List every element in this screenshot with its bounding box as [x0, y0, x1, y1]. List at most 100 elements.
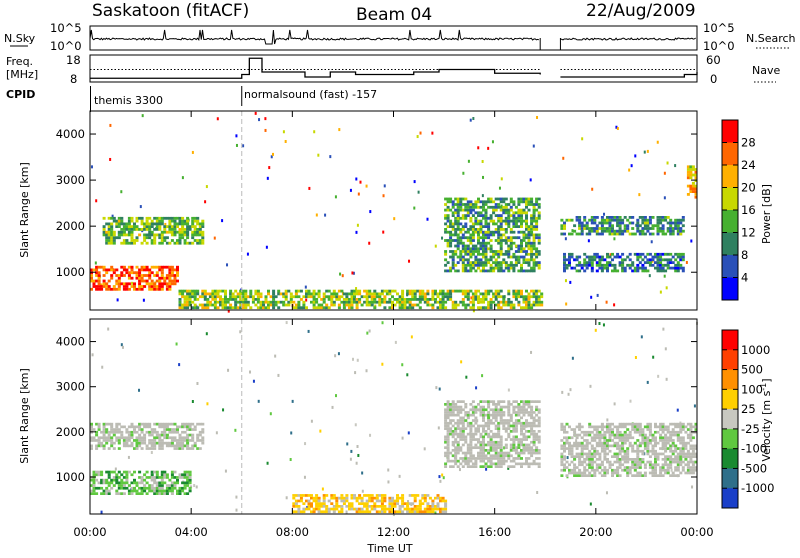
scatter-cell: [160, 219, 164, 223]
scatter-cell: [471, 228, 475, 231]
nsky-trace-layer: [89, 29, 696, 50]
scatter-cell: [681, 436, 685, 440]
scatter-cell: [292, 300, 296, 304]
scatter-cell: [525, 244, 528, 248]
scatter-cell: [527, 239, 531, 242]
scatter-cell: [110, 481, 114, 485]
scatter-cell: [183, 425, 187, 429]
scatter-cell: [345, 292, 349, 296]
scatter-cell: [133, 489, 136, 493]
scatter-cell: [350, 295, 354, 299]
scatter-cell: [183, 439, 187, 442]
scatter-cell: [616, 468, 620, 472]
scatter-cell: [158, 476, 162, 479]
scatter-cell: [659, 433, 663, 437]
scatter-cell: [411, 507, 415, 511]
scatter-cell: [628, 444, 632, 448]
scatter-cell: [178, 441, 182, 445]
scatter-cell: [671, 433, 675, 437]
scatter-cell: [560, 218, 564, 222]
scatter-cell: [648, 439, 652, 442]
scatter-cell: [170, 228, 174, 231]
scatter-cell: [494, 230, 498, 234]
scatter-cell: [148, 476, 152, 479]
scatter-cell: [608, 439, 612, 442]
scatter-cell: [492, 261, 496, 264]
scatter-cell: [482, 216, 485, 220]
scatter-cell: [654, 444, 657, 448]
scatter-cell: [461, 261, 465, 264]
scatter-cell: [176, 425, 179, 429]
scatter-cell: [477, 266, 480, 270]
scatter-cell: [449, 432, 453, 436]
scatter-cell: [681, 224, 685, 228]
scatter-cell: [575, 269, 579, 273]
x-tick-label: 00:00: [73, 525, 106, 539]
scatter-cell: [482, 430, 485, 433]
speckle-cell: [605, 491, 608, 495]
scatter-cell: [186, 492, 190, 495]
scatter-cell: [388, 289, 392, 293]
scatter-cell: [350, 306, 354, 310]
scatter-cell: [570, 444, 574, 448]
scatter-cell: [186, 425, 190, 429]
scatter-cell: [170, 428, 174, 431]
scatter-cell: [267, 306, 270, 310]
scatter-cell: [489, 435, 493, 439]
scatter-cell: [236, 300, 240, 304]
scatter-cell: [671, 255, 675, 259]
scatter-cell: [537, 421, 541, 425]
speckle-cell: [630, 164, 633, 168]
scatter-cell: [355, 303, 359, 307]
scatter-cell: [120, 216, 124, 220]
scatter-cell: [186, 439, 190, 442]
beam-title: Beam 04: [356, 5, 432, 25]
scatter-cell: [355, 507, 359, 511]
scatter-cell: [638, 466, 642, 469]
scatter-cell: [193, 298, 197, 301]
speckle-cell: [235, 508, 238, 512]
scatter-cell: [320, 306, 324, 310]
scatter-cell: [535, 208, 539, 212]
scatter-cell: [664, 218, 668, 222]
scatter-cell: [165, 436, 169, 440]
scatter-cell: [335, 292, 339, 296]
scatter-cell: [292, 496, 296, 500]
scatter-cell: [454, 440, 458, 444]
colorbar-swatch: [722, 255, 738, 278]
scatter-cell: [305, 306, 308, 310]
scatter-cell: [661, 441, 665, 445]
speckle-cell: [321, 487, 324, 491]
scatter-cell: [135, 239, 139, 242]
scatter-cell: [127, 274, 131, 277]
scatter-cell: [92, 282, 96, 286]
scatter-cell: [507, 400, 511, 403]
scatter-cell: [110, 236, 114, 240]
scatter-cell: [330, 496, 334, 500]
y-tick-label: 2000: [56, 219, 85, 233]
scatter-cell: [130, 268, 134, 272]
scatter-cell: [360, 510, 364, 514]
scatter-cell: [466, 465, 470, 468]
scatter-cell: [532, 205, 536, 209]
scatter-cell: [277, 289, 281, 293]
scatter-cell: [494, 462, 498, 466]
scatter-cell: [590, 227, 594, 230]
speckle-cell: [410, 335, 413, 339]
speckle-cell: [109, 157, 112, 161]
scatter-cell: [143, 233, 147, 237]
scatter-cell: [456, 303, 460, 307]
scatter-cell: [669, 436, 673, 440]
scatter-cell: [155, 233, 159, 237]
scatter-cell: [454, 208, 458, 212]
colorbar-tick-label: -25: [741, 422, 760, 436]
scatter-cell: [446, 219, 450, 223]
velocity-colorbar-label: Velocity [m s-1]: [759, 378, 774, 461]
scatter-cell: [277, 306, 281, 310]
scatter-cell: [145, 481, 149, 485]
scatter-cell: [573, 428, 577, 431]
scatter-cell: [631, 436, 635, 440]
scatter-cell: [504, 239, 508, 242]
scatter-cell: [196, 298, 200, 301]
scatter-cell: [537, 416, 541, 420]
